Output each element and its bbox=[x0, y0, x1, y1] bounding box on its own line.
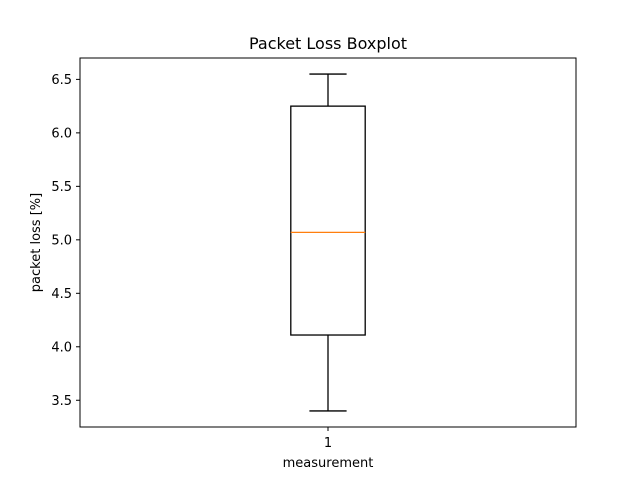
y-tick-label: 6.5 bbox=[51, 73, 72, 88]
y-tick-label: 5.0 bbox=[51, 233, 72, 248]
y-tick-label: 3.5 bbox=[51, 394, 72, 409]
x-axis: 1 bbox=[324, 427, 332, 451]
y-axis: 3.5 4.0 4.5 5.0 5.5 6.0 6.5 bbox=[51, 73, 80, 409]
x-tick-label: 1 bbox=[324, 436, 332, 451]
boxplot-series bbox=[290, 73, 366, 412]
y-tick-label: 4.5 bbox=[51, 287, 72, 302]
y-tick-label: 4.0 bbox=[51, 340, 72, 355]
iqr-box bbox=[290, 105, 366, 336]
y-tick-label: 5.5 bbox=[51, 180, 72, 195]
plot-frame bbox=[79, 57, 577, 428]
x-axis-label: measurement bbox=[283, 456, 374, 471]
y-tick-label: 6.0 bbox=[51, 126, 72, 141]
chart-title: Packet Loss Boxplot bbox=[249, 34, 407, 53]
y-axis-label: packet loss [%] bbox=[29, 193, 44, 292]
